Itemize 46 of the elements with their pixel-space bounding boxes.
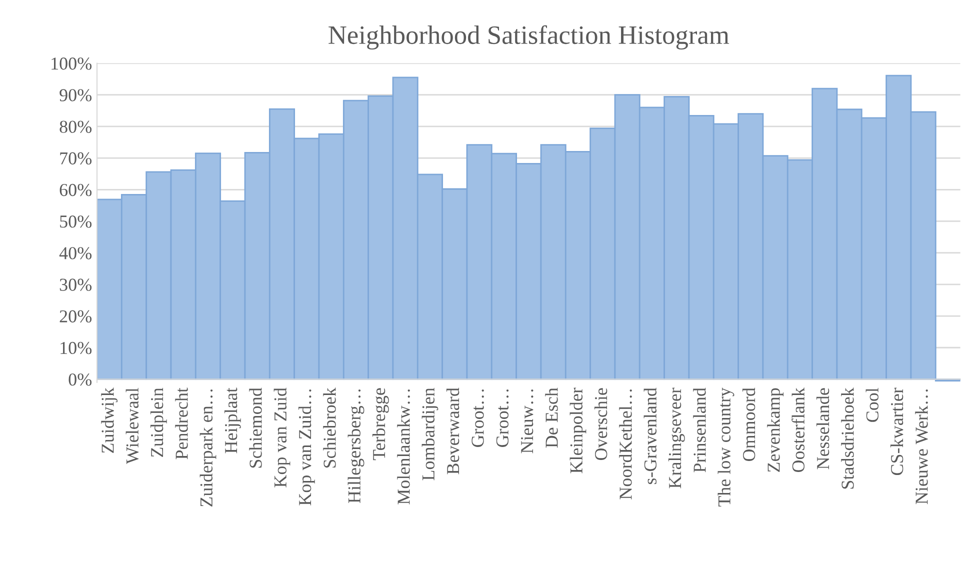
y-tick-label: 40% bbox=[59, 247, 92, 260]
x-tick-label: Nieuw… bbox=[521, 389, 534, 454]
x-tick-label: Kleinpolder bbox=[570, 388, 586, 474]
x-tick-label: Nesselande bbox=[816, 388, 830, 470]
x-tick-label: Lombardijen bbox=[422, 388, 438, 480]
x-tick-label: Zuiderpark en… bbox=[200, 389, 216, 507]
x-tick-label: Zevenkamp bbox=[767, 388, 784, 472]
x-tick-label: Beverwaard bbox=[446, 388, 460, 474]
x-tick-label: Nieuwe Werk… bbox=[915, 389, 928, 504]
y-tick-label: 80% bbox=[60, 120, 92, 133]
x-tick-label: Schiebroek bbox=[323, 388, 336, 468]
x-tick-label: Stadsdriehoek bbox=[841, 388, 854, 489]
x-tick-label: Cool bbox=[866, 388, 878, 422]
x-tick-label: Groot… bbox=[496, 389, 509, 447]
x-tick-label: Pendrecht bbox=[175, 388, 188, 460]
x-tick-label: The low country bbox=[718, 388, 734, 507]
x-tick-label: Groot… bbox=[472, 389, 484, 447]
y-tick-label: 70% bbox=[60, 152, 92, 165]
x-tick-label: Zuidplein bbox=[150, 388, 167, 457]
x-tick-label: Terbregge bbox=[372, 388, 389, 460]
y-tick-label: 0% bbox=[68, 373, 92, 386]
y-tick-label: 100% bbox=[52, 58, 92, 70]
x-tick-label: CS-kwartier bbox=[890, 388, 904, 476]
y-tick-label: 20% bbox=[60, 310, 92, 323]
x-tick-label: De Esch bbox=[545, 388, 558, 448]
x-tick-label: Molenlaankw… bbox=[397, 389, 410, 504]
chart-title: Neighborhood Satisfaction Histogram bbox=[328, 25, 730, 50]
x-tick-label: Ommoord bbox=[742, 388, 756, 462]
x-tick-label: Overschie bbox=[594, 388, 608, 460]
y-tick-label: 90% bbox=[60, 89, 92, 102]
x-tick-label: Hillegersberg… bbox=[348, 389, 364, 504]
x-tick-label: Kralingseveer bbox=[668, 388, 685, 488]
x-tick-label: NoordKethel… bbox=[619, 389, 632, 500]
x-tick-label: Kop van Zuid bbox=[274, 388, 290, 488]
y-tick-label: 10% bbox=[60, 342, 92, 354]
y-tick-label: 60% bbox=[60, 184, 92, 196]
x-tick-label: Oosterflank bbox=[792, 388, 804, 472]
x-tick-label: Wielewaal bbox=[126, 388, 139, 464]
x-tick-label: Heijplaat bbox=[224, 388, 241, 454]
x-tick-label: s-Gravenland bbox=[644, 388, 656, 484]
y-tick-label: 30% bbox=[60, 278, 92, 291]
x-tick-label: Kop van Zuid… bbox=[298, 389, 315, 506]
x-tick-label: Zuidwijk bbox=[101, 388, 118, 453]
y-tick-label: 50% bbox=[60, 215, 92, 228]
x-tick-label: Prinsenland bbox=[693, 388, 706, 472]
x-tick-label: Schiemond bbox=[249, 388, 262, 468]
